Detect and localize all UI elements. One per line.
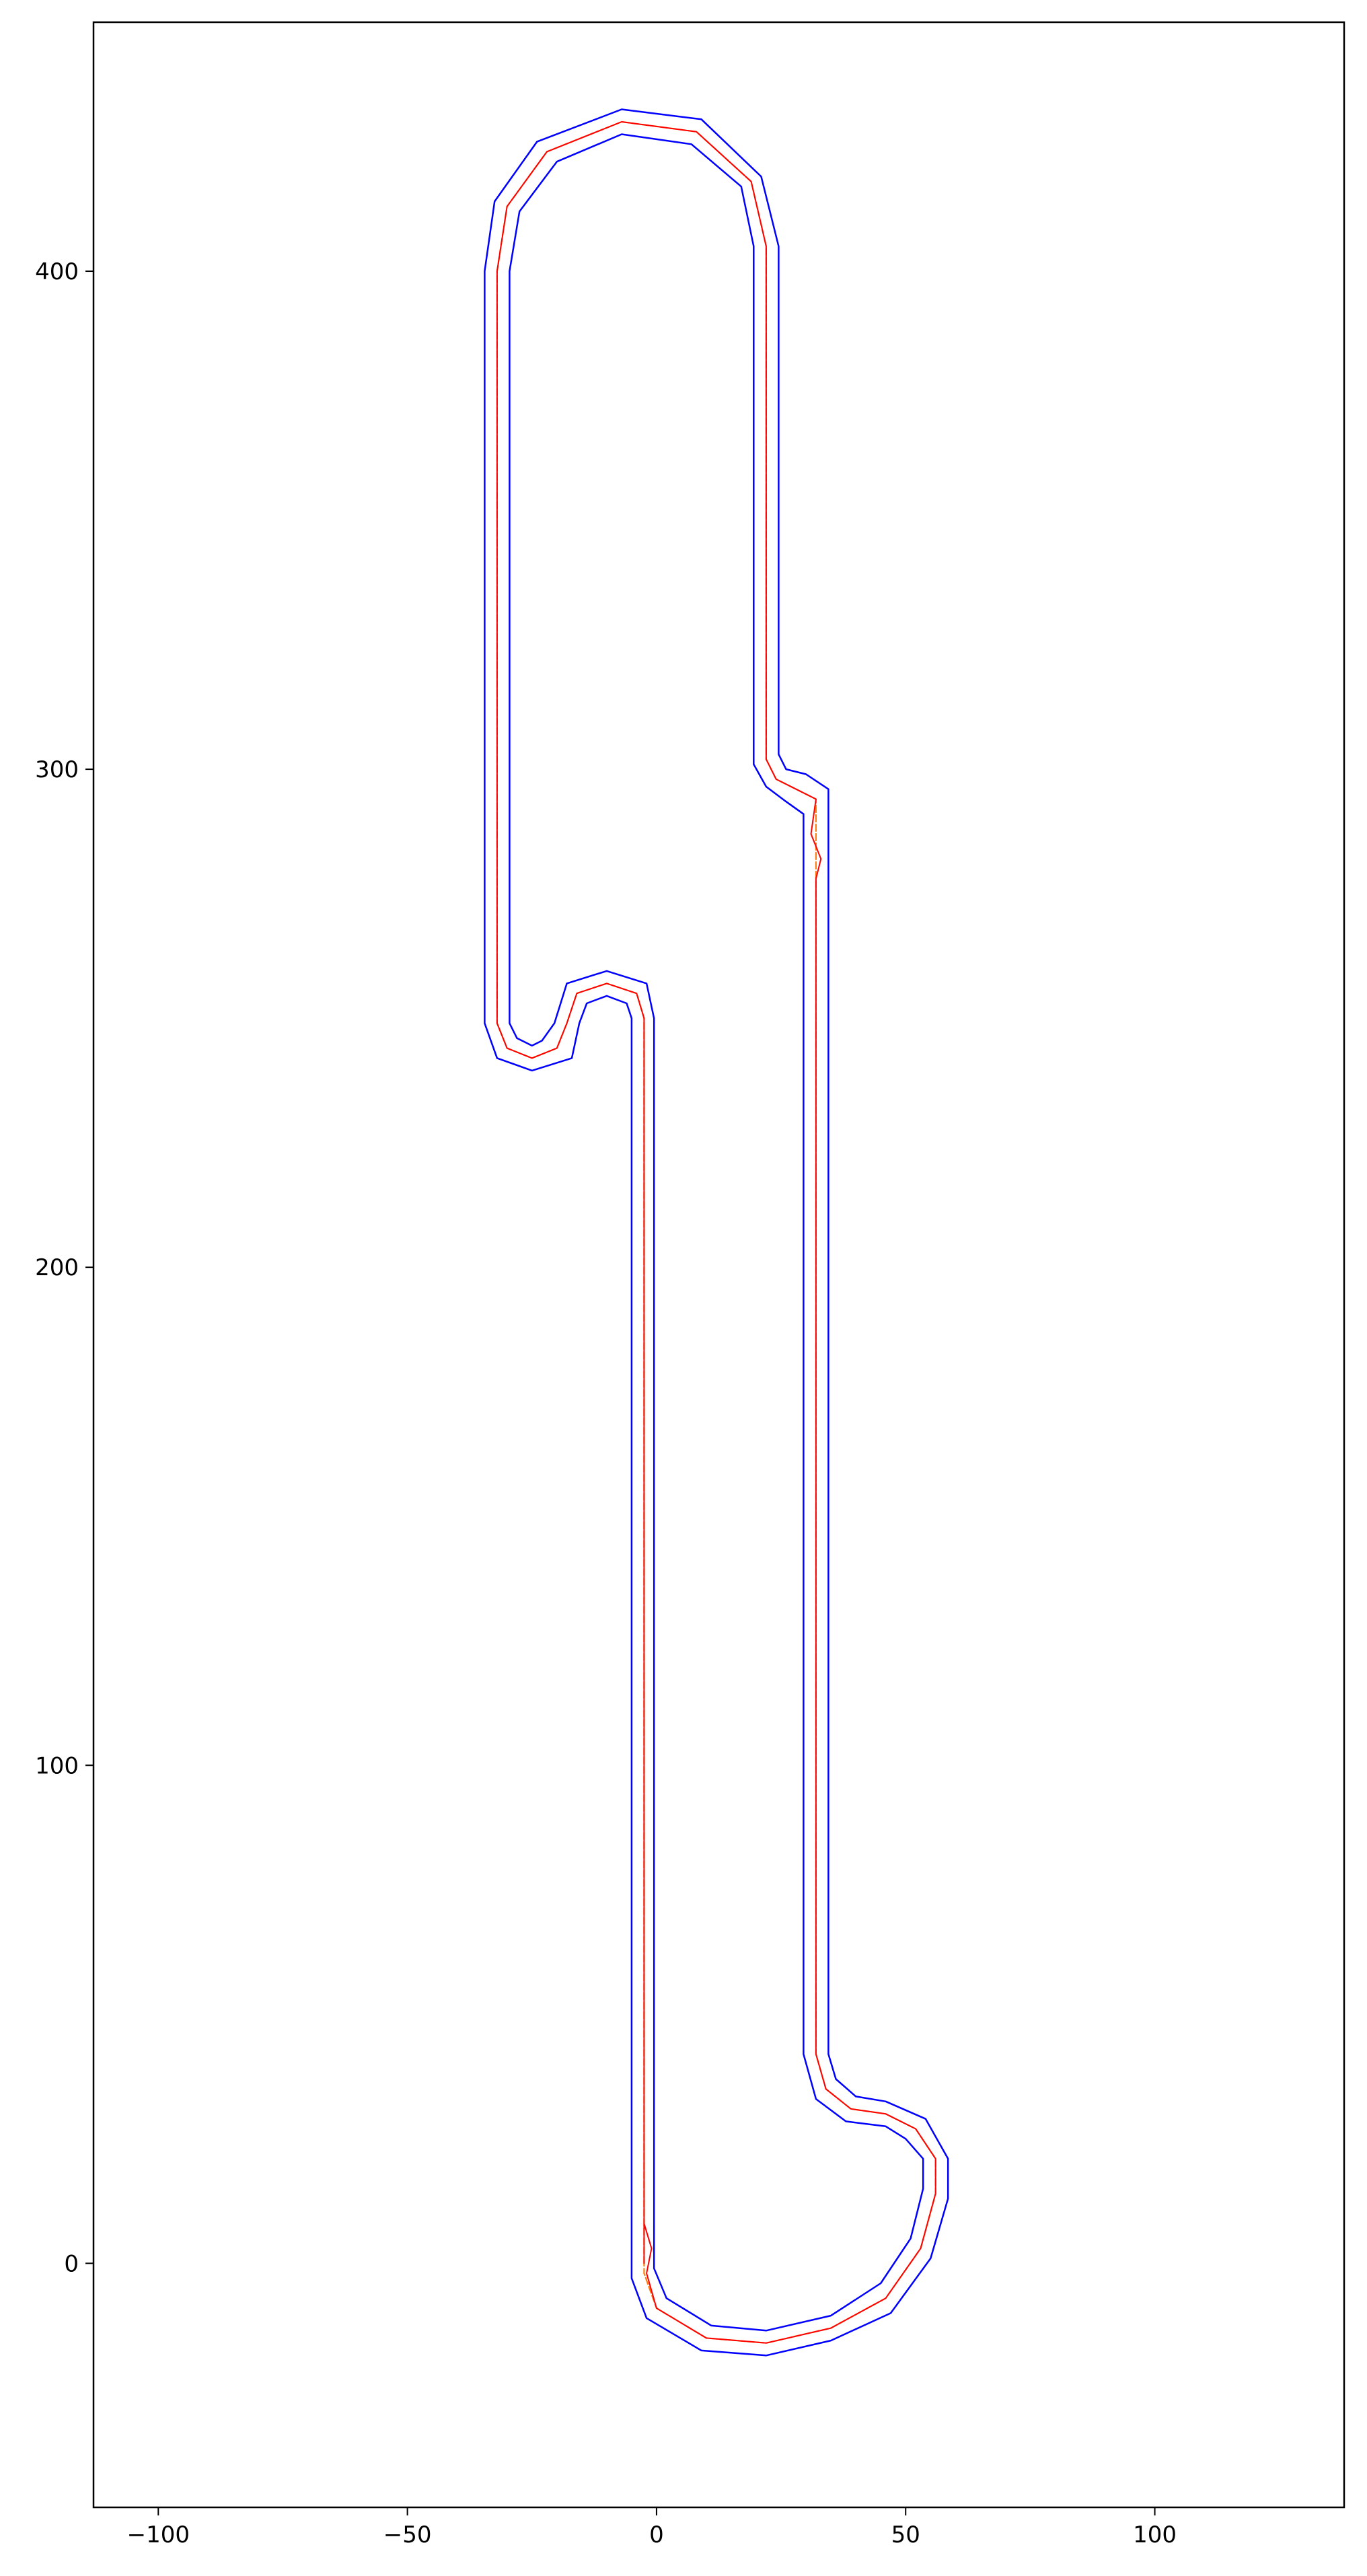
y-tick-label: 100	[35, 1752, 79, 1779]
x-tick-label: 0	[649, 2521, 664, 2548]
y-tick-label: 300	[35, 756, 79, 783]
plot-frame	[92, 21, 1345, 2509]
track-outer-edge-line	[509, 133, 924, 2332]
y-tick-label: 200	[35, 1254, 79, 1281]
x-tick-label: −50	[383, 2521, 432, 2548]
y-tick-label: 0	[64, 2250, 79, 2277]
x-tick-label: 50	[891, 2521, 920, 2548]
y-tick-label: 400	[35, 258, 79, 285]
plot-area	[484, 108, 949, 2357]
axes: −100 −50 0 50 100 0 100 200 300 400	[35, 21, 1345, 2548]
driven-path-series-line	[496, 121, 936, 2344]
track-inner-edge-line	[484, 108, 949, 2357]
x-tick-label: 100	[1133, 2521, 1177, 2548]
x-tick-label: −100	[127, 2521, 190, 2548]
